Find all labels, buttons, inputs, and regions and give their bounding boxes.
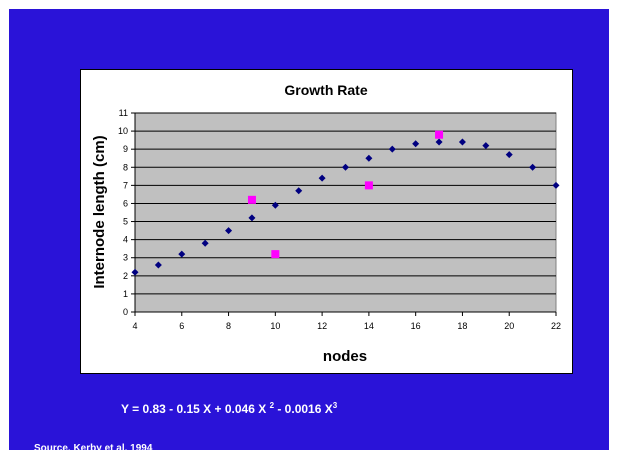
data-point-diamond <box>295 187 303 195</box>
data-point-diamond <box>482 142 490 150</box>
chart-title: Growth Rate <box>284 82 367 98</box>
y-tick-label: 2 <box>123 271 128 281</box>
chart-panel: Growth Rate 0 1 2 3 4 5 6 7 8 9 10 11 4 6 8 10 12 14 16 18… <box>80 69 573 374</box>
equation-exponent-2: 2 <box>269 401 275 410</box>
y-axis-label: Internode length (cm) <box>91 135 108 288</box>
data-point-diamond <box>529 163 537 171</box>
x-axis-label: nodes <box>323 348 367 365</box>
equation-part-1: Y = 0.83 - 0.15 X + 0.046 X <box>121 402 270 416</box>
x-tick-label: 18 <box>457 321 467 331</box>
y-tick-labels: 0 1 2 3 4 5 6 7 8 9 10 11 <box>118 108 128 317</box>
source-citation: Source, Kerby et al, 1994 <box>34 443 153 454</box>
x-tick-label: 14 <box>364 321 374 331</box>
regression-equation: Y = 0.83 - 0.15 X + 0.046 X 2 - 0.0016 X… <box>121 401 338 417</box>
data-point-square <box>435 130 444 139</box>
y-tick-label: 10 <box>118 126 128 136</box>
y-tick-label: 4 <box>123 235 128 245</box>
data-point-diamond <box>154 261 162 269</box>
data-point-diamond <box>365 154 373 162</box>
data-point-diamond <box>131 268 139 276</box>
data-point-diamond <box>505 151 513 159</box>
axes <box>131 112 557 316</box>
x-tick-label: 10 <box>270 321 280 331</box>
grid-lines <box>135 112 556 295</box>
data-point-diamond <box>412 140 420 148</box>
y-tick-label: 8 <box>123 162 128 172</box>
y-tick-label: 6 <box>123 198 128 208</box>
data-point-square <box>247 195 256 204</box>
data-point-diamond <box>388 145 396 153</box>
x-tick-label: 6 <box>179 321 184 331</box>
x-tick-labels: 4 6 8 10 12 14 16 18 20 22 <box>132 321 561 331</box>
data-point-diamond <box>318 174 326 182</box>
data-points <box>131 130 560 276</box>
y-tick-label: 7 <box>123 180 128 190</box>
data-point-diamond <box>458 138 466 146</box>
y-tick-label: 11 <box>119 108 128 118</box>
y-tick-label: 9 <box>123 144 128 154</box>
y-tick-label: 5 <box>123 217 128 227</box>
equation-exponent-3: 3 <box>332 401 338 410</box>
y-tick-label: 1 <box>123 289 128 299</box>
data-point-diamond <box>225 227 233 235</box>
data-point-diamond <box>271 201 279 209</box>
data-point-diamond <box>552 181 560 189</box>
data-point-diamond <box>342 163 349 171</box>
plot-area <box>134 112 557 313</box>
data-point-diamond <box>178 250 186 258</box>
x-tick-label: 22 <box>551 321 561 331</box>
x-tick-label: 20 <box>504 321 514 331</box>
data-point-diamond <box>435 138 443 146</box>
data-point-diamond <box>201 239 209 247</box>
x-tick-label: 4 <box>132 321 137 331</box>
data-point-square <box>364 181 373 190</box>
x-tick-label: 16 <box>411 321 421 331</box>
y-tick-label: 0 <box>123 307 128 317</box>
equation-part-2: - 0.0016 X <box>274 402 333 416</box>
y-tick-label: 3 <box>123 253 128 263</box>
x-tick-label: 12 <box>317 321 327 331</box>
data-point-square <box>271 250 280 259</box>
x-tick-label: 8 <box>226 321 231 331</box>
data-point-diamond <box>248 214 256 222</box>
